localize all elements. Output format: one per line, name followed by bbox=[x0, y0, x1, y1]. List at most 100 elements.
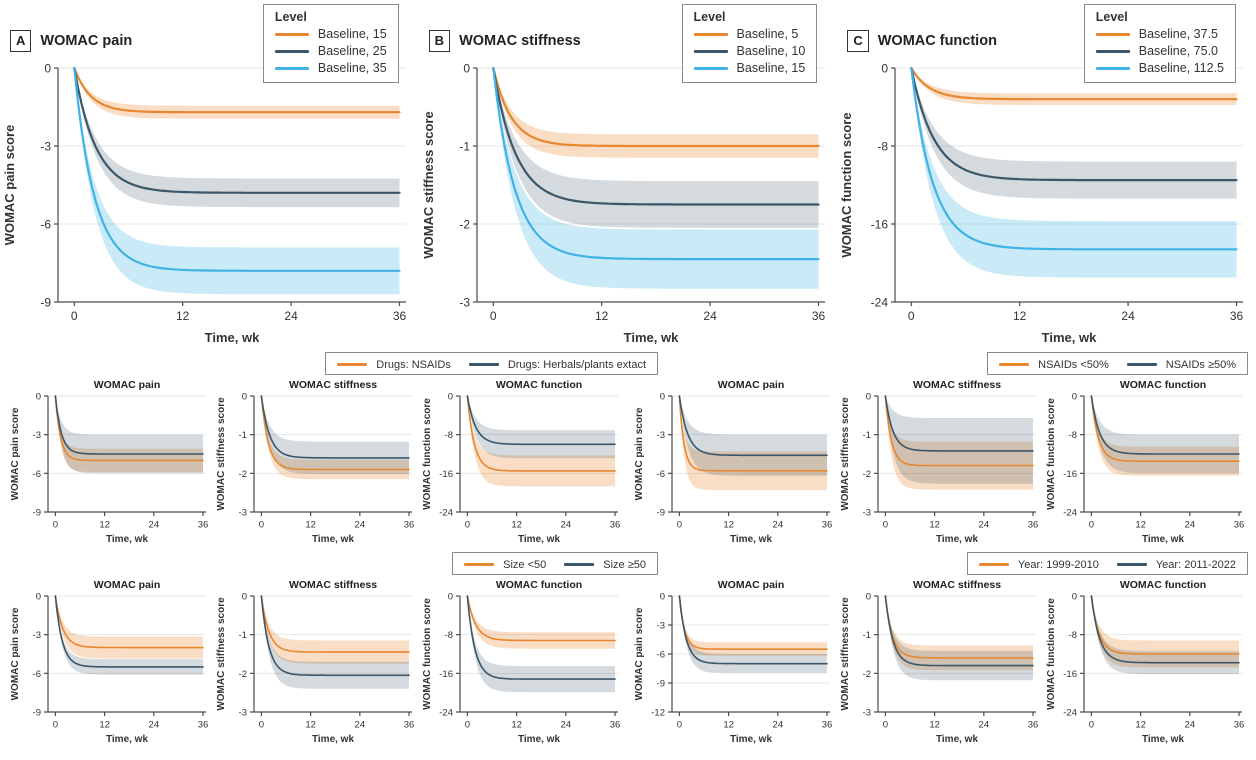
x-tick-label: 0 bbox=[259, 720, 264, 731]
line-series-orange bbox=[54, 595, 204, 649]
chart-canvas: 0 -1 -2 -3 0 12 24 36 WOMAC stiffness score Time,… bbox=[216, 579, 414, 745]
legend-box: NSAIDs <50% NSAIDs ≥50% bbox=[987, 351, 1248, 375]
panel-c-womac-function: C WOMAC function Level Baseline, 37.5 Baseli… bbox=[837, 0, 1256, 350]
legend-label: Year: 1999-2010 bbox=[1017, 558, 1099, 571]
chart-canvas: 0 -8 -16 -24 0 12 24 36 WOMAC function score Time… bbox=[1046, 579, 1244, 745]
x-axis-label: Time, wk bbox=[623, 330, 678, 345]
x-tick-label: 24 bbox=[979, 520, 990, 531]
x-tick-label: 12 bbox=[595, 309, 609, 323]
x-tick-label: 24 bbox=[355, 720, 366, 731]
x-axis-label: Time, wk bbox=[730, 734, 772, 745]
ci-band-orange bbox=[55, 396, 204, 472]
y-tick-label: 0 bbox=[1072, 391, 1077, 402]
legend-zone-year: Year: 1999-2010 Year: 2011-2022 bbox=[658, 551, 1256, 575]
y-tick-label: -3 bbox=[239, 507, 247, 518]
line-series-blue bbox=[491, 66, 820, 261]
ci-band-dark bbox=[911, 68, 1237, 199]
y-tick-label: -24 bbox=[1063, 507, 1077, 518]
small-panel-womac-stiffness: 0 -1 -2 -3 0 12 24 36 WOMAC stiffness score Time,… bbox=[838, 376, 1044, 548]
legend-box: Level Baseline, 37.5 Baseline, 75.0 Baselin… bbox=[1083, 4, 1237, 83]
chart-canvas: 0 -1 -2 -3 0 12 24 36 WOMAC stiffness score Time,… bbox=[840, 579, 1038, 745]
y-tick-label: -3 bbox=[33, 430, 41, 441]
legend-label: Baseline, 5 bbox=[736, 27, 799, 41]
y-tick-label: -2 bbox=[459, 217, 470, 231]
x-tick-label: 36 bbox=[822, 720, 833, 731]
ci-band-orange bbox=[1091, 396, 1239, 476]
line-series-orange bbox=[491, 66, 820, 148]
line-series-orange bbox=[678, 595, 828, 650]
y-tick-label: -16 bbox=[1063, 669, 1077, 680]
y-tick-label: -3 bbox=[40, 139, 51, 153]
legend-label: Drugs: NSAIDs bbox=[376, 358, 451, 371]
legend-line-swatch-orange bbox=[464, 563, 495, 566]
line-series-orange bbox=[910, 66, 1238, 101]
x-tick-label: 36 bbox=[404, 520, 415, 531]
ci-band-dark bbox=[885, 596, 1033, 681]
y-tick-label: -3 bbox=[863, 507, 871, 518]
panel-letter: B bbox=[428, 30, 451, 52]
legend-line-swatch-orange bbox=[999, 363, 1030, 366]
legend-label: Drugs: Herbals/plants extact bbox=[507, 358, 646, 371]
chart-canvas: 0 -3 -6 -9 0 12 24 36 WOMAC pain score Time, wk bbox=[2, 61, 406, 345]
legend-zone-drugs: Drugs: NSAIDs Drugs: Herbals/plants extac… bbox=[0, 351, 658, 375]
y-tick-label: 0 bbox=[36, 391, 41, 402]
y-axis-label: WOMAC function score bbox=[839, 112, 854, 257]
legend-item: NSAIDs ≥50% bbox=[1126, 358, 1236, 371]
y-tick-label: -8 bbox=[445, 630, 453, 641]
y-tick-label: 0 bbox=[36, 591, 41, 602]
legend-item: Year: 1999-2010 bbox=[978, 558, 1099, 571]
y-tick-label: 0 bbox=[1072, 591, 1077, 602]
x-tick-label: 0 bbox=[71, 309, 78, 323]
legend-line-swatch-orange bbox=[978, 563, 1009, 566]
legend-label: Size <50 bbox=[503, 558, 547, 571]
y-axis-label: WOMAC pain score bbox=[634, 607, 645, 700]
chart-area: 0 -3 -6 -9 0 12 24 36 WOMAC pain score Time, wk bbox=[0, 60, 418, 353]
small-panel-row-1: 0 -3 -6 -9 0 12 24 36 WOMAC pain score Time, wk WO… bbox=[0, 376, 1256, 550]
x-tick-label: 12 bbox=[929, 520, 940, 531]
small-panel-womac-pain: 0 -3 -6 -9 0 12 24 36 WOMAC pain score Time, wk WO… bbox=[8, 576, 214, 748]
y-tick-label: -12 bbox=[651, 707, 665, 718]
x-axis-label: Time, wk bbox=[312, 734, 354, 745]
y-tick-label: 0 bbox=[463, 61, 470, 75]
ci-band-orange bbox=[467, 396, 615, 487]
line-series-orange bbox=[260, 395, 410, 471]
y-tick-label: -1 bbox=[459, 139, 470, 153]
y-axis-label: WOMAC function score bbox=[1046, 398, 1057, 510]
y-tick-label: -2 bbox=[239, 469, 247, 480]
panel-title: WOMAC function bbox=[877, 33, 997, 49]
x-tick-label: 36 bbox=[198, 520, 209, 531]
x-axis-label: Time, wk bbox=[1142, 534, 1184, 545]
ci-band-orange bbox=[55, 596, 204, 659]
legend-label: Baseline, 112.5 bbox=[1138, 61, 1225, 75]
ci-band-dark bbox=[261, 396, 409, 475]
small-panel-womac-pain: 0 -3 -6 -9 -12 0 12 24 36 WOMAC pain score Time, w… bbox=[632, 576, 838, 748]
y-tick-label: 0 bbox=[660, 391, 665, 402]
x-tick-label: 0 bbox=[53, 520, 58, 531]
small-panel-womac-function: 0 -8 -16 -24 0 12 24 36 WOMAC function score Time… bbox=[420, 376, 626, 548]
legend-label: Baseline, 37.5 bbox=[1138, 27, 1218, 41]
y-tick-label: -8 bbox=[878, 139, 889, 153]
legend-label: NSAIDs ≥50% bbox=[1165, 358, 1236, 371]
legend-item: Size <50 bbox=[464, 559, 546, 571]
small-panel-womac-stiffness: 0 -1 -2 -3 0 12 24 36 WOMAC stiffness score Time,… bbox=[214, 376, 420, 548]
ci-band-blue bbox=[911, 68, 1237, 278]
legend-line-swatch-dark bbox=[1095, 49, 1130, 53]
line-series-dark bbox=[678, 595, 828, 665]
x-tick-label: 12 bbox=[1013, 309, 1027, 323]
line-series-orange bbox=[884, 595, 1034, 659]
y-tick-label: -9 bbox=[657, 678, 665, 689]
chart-canvas: 0 -3 -6 -9 0 12 24 36 WOMAC pain score Time, wk WO… bbox=[10, 379, 209, 545]
y-tick-label: -3 bbox=[33, 630, 41, 641]
panel-title: WOMAC stiffness bbox=[913, 579, 1001, 591]
x-tick-label: 0 bbox=[1089, 720, 1094, 731]
line-series-orange bbox=[1090, 595, 1240, 655]
panel-title: WOMAC pain bbox=[718, 379, 785, 391]
panel-title: WOMAC function bbox=[1120, 379, 1206, 391]
x-tick-label: 24 bbox=[979, 720, 990, 731]
small-panel-womac-stiffness: 0 -1 -2 -3 0 12 24 36 WOMAC stiffness score Time,… bbox=[214, 576, 420, 748]
legend-line-swatch-blue bbox=[693, 66, 728, 70]
small-panel-womac-function: 0 -8 -16 -24 0 12 24 36 WOMAC function score Time… bbox=[1044, 576, 1250, 748]
panel-title: WOMAC stiffness bbox=[913, 379, 1001, 391]
x-tick-label: 36 bbox=[610, 720, 621, 731]
legend-label: Baseline, 10 bbox=[736, 44, 806, 58]
